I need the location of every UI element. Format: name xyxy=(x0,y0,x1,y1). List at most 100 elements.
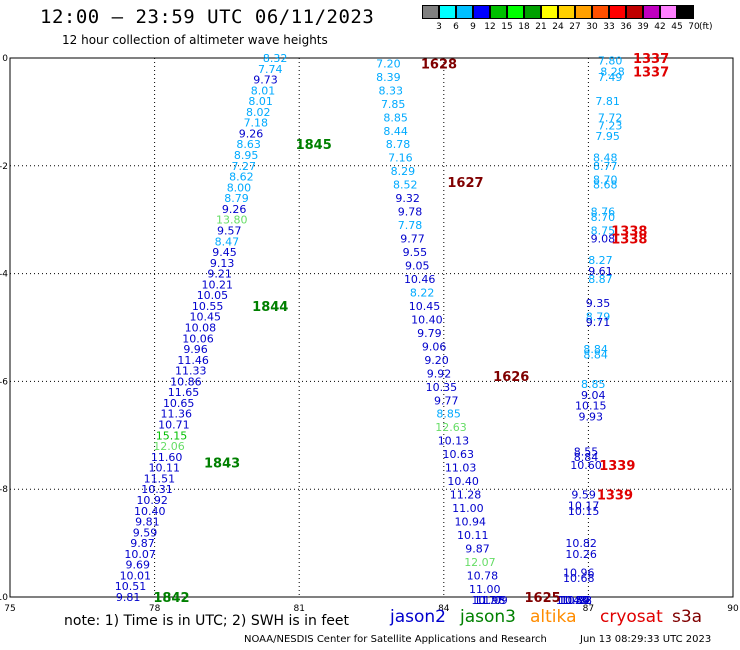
legend-altika: altika xyxy=(530,607,577,627)
wave-height-value: 10.57 xyxy=(558,594,590,607)
legend-cryosat: cryosat xyxy=(600,607,663,627)
wave-height-value: 9.71 xyxy=(586,316,611,329)
wave-height-value: 11.28 xyxy=(450,489,482,502)
pass-time-label: 1626 xyxy=(493,370,529,385)
wave-height-value: 9.26 xyxy=(239,127,264,140)
wave-height-value: 11.09 xyxy=(476,594,508,607)
color-scale-label: 24 xyxy=(552,22,564,32)
color-scale-label: 33 xyxy=(603,22,615,32)
wave-height-value: 9.08 xyxy=(591,233,616,246)
pass-time-label: 1625 xyxy=(525,591,561,606)
color-scale-swatch xyxy=(490,5,507,19)
wave-height-value: 10.92 xyxy=(136,494,168,507)
wave-height-value: 8.33 xyxy=(379,84,404,97)
wave-height-value: 11.98 xyxy=(474,594,506,607)
wave-height-value: 10.71 xyxy=(158,419,190,432)
color-scale-swatch xyxy=(524,5,541,19)
wave-height-value: 9.92 xyxy=(427,367,452,380)
color-scale-label: 18 xyxy=(518,22,530,32)
color-scale-label: 30 xyxy=(586,22,598,32)
color-scale-label: 70 xyxy=(688,22,700,32)
wave-height-value: 7.85 xyxy=(381,98,406,111)
wave-height-value: 7.78 xyxy=(398,219,423,232)
wave-height-value: 8.44 xyxy=(383,125,408,138)
x-tick-label: 78 xyxy=(149,604,161,614)
wave-height-value: 9.96 xyxy=(183,343,208,356)
wave-height-value: 11.60 xyxy=(151,451,183,464)
wave-height-value: 13.80 xyxy=(216,214,248,227)
color-scale-label: 36 xyxy=(620,22,632,32)
wave-height-value: 10.40 xyxy=(134,505,166,518)
pass-time-label: 1337 xyxy=(633,65,669,80)
wave-height-value: 10.55 xyxy=(192,300,224,313)
wave-height-value: 8.78 xyxy=(386,138,411,151)
y-tick-label: -4 xyxy=(0,270,8,280)
wave-height-value: 10.06 xyxy=(182,332,214,345)
wave-height-value: 7.74 xyxy=(258,63,283,76)
wave-height-value: 9.87 xyxy=(130,537,155,550)
wave-height-value: 8.47 xyxy=(215,235,240,248)
color-scale-swatch xyxy=(422,5,439,19)
wave-height-value: 8.01 xyxy=(251,84,276,97)
wave-height-value: 10.45 xyxy=(409,300,441,313)
wave-height-value: 10.93 xyxy=(561,594,593,607)
wave-height-value: 9.81 xyxy=(116,591,141,604)
pass-time-label: 1844 xyxy=(252,300,288,315)
color-scale-label: 6 xyxy=(453,22,459,32)
wave-height-value: 8.55 xyxy=(574,445,599,458)
color-scale-swatch xyxy=(575,5,592,19)
wave-height-value: 9.61 xyxy=(588,265,613,278)
pass-time-label: 1627 xyxy=(447,176,483,191)
pass-time-label: 1843 xyxy=(204,456,240,471)
wave-height-value: 10.15 xyxy=(575,400,607,413)
wave-height-value: 10.40 xyxy=(447,475,479,488)
wave-height-value: 8.79 xyxy=(586,311,611,324)
wave-height-value: 10.40 xyxy=(411,313,443,326)
wave-height-value: 11.00 xyxy=(469,583,501,596)
wave-height-value: 10.13 xyxy=(438,435,470,448)
legend-s3a: s3a xyxy=(672,607,703,627)
wave-height-value: 8.32 xyxy=(263,52,288,65)
y-tick-label: -10 xyxy=(0,593,8,603)
wave-height-value: 7.20 xyxy=(376,57,401,70)
wave-height-value: 10.05 xyxy=(197,289,229,302)
y-tick-label: -8 xyxy=(0,485,8,495)
x-tick-label: 87 xyxy=(583,604,594,614)
wave-height-value: 7.16 xyxy=(388,152,413,165)
wave-height-value: 7.49 xyxy=(598,71,623,84)
wave-height-values: 8.327.749.738.018.018.027.189.268.638.95… xyxy=(115,52,625,607)
wave-height-value: 12.07 xyxy=(464,556,496,569)
wave-height-value: 10.60 xyxy=(570,459,602,472)
wave-height-value: 10.31 xyxy=(141,483,173,496)
wave-height-value: 10.77 xyxy=(471,594,503,607)
color-scale-swatch xyxy=(643,5,660,19)
color-scale-swatch xyxy=(507,5,524,19)
wave-height-value: 9.79 xyxy=(417,327,442,340)
wave-height-value: 8.39 xyxy=(376,71,401,84)
wave-height-value: 7.18 xyxy=(244,117,269,130)
wave-height-value: 10.22 xyxy=(561,594,593,607)
footer-note: note: 1) Time is in UTC; 2) SWH is in fe… xyxy=(64,613,350,629)
wave-height-value: 10.17 xyxy=(568,499,600,512)
color-scale-swatch xyxy=(439,5,456,19)
wave-height-value: 8.85 xyxy=(383,111,408,124)
wave-height-value: 8.52 xyxy=(393,179,418,192)
wave-height-value: 8.62 xyxy=(229,171,254,184)
wave-height-value: 10.35 xyxy=(426,381,458,394)
wave-height-value: 9.04 xyxy=(581,389,606,402)
color-scale-swatch xyxy=(592,5,609,19)
wave-height-value: 10.11 xyxy=(148,462,180,475)
wave-height-value: 8.77 xyxy=(593,160,618,173)
wave-height-value: 7.27 xyxy=(232,160,257,173)
color-scale-label: 45 xyxy=(671,22,683,32)
wave-height-value: 9.32 xyxy=(395,192,420,205)
color-scale-unit: (ft) xyxy=(699,22,713,32)
wave-height-value: 8.75 xyxy=(591,224,616,237)
color-scale-label: 42 xyxy=(654,22,666,32)
legend-jason2: jason2 xyxy=(390,607,446,627)
color-scale-swatch xyxy=(609,5,626,19)
pass-time-label: 1845 xyxy=(296,138,332,153)
wave-height-value: 8.84 xyxy=(574,451,599,464)
wave-height-value: 15.15 xyxy=(156,429,188,442)
map-frame xyxy=(9,57,734,598)
